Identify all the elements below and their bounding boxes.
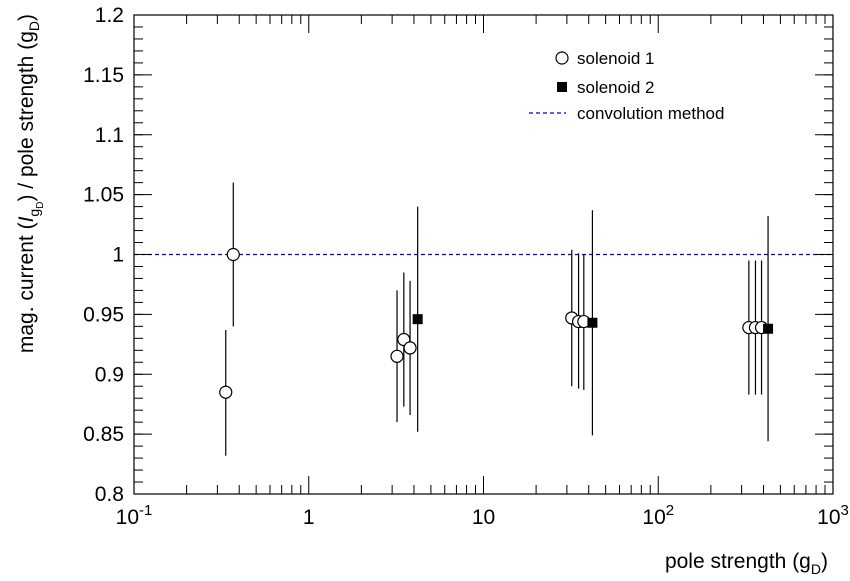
y-tick-label: 1 <box>112 244 124 267</box>
x-tick-label: 103 <box>817 502 849 529</box>
legend-label-convolution: convolution method <box>577 104 724 123</box>
plot-marks <box>134 182 833 456</box>
y-tick-label: 1.05 <box>83 184 124 207</box>
y-tick-label: 0.8 <box>95 483 124 506</box>
y-tick-label: 0.9 <box>95 363 124 386</box>
x-tick-label: 102 <box>642 502 674 529</box>
x-tick-label: 10 <box>472 506 495 529</box>
y-tick-label: 1.2 <box>95 4 124 27</box>
data-point-square <box>587 317 598 328</box>
legend-label-solenoid-2: solenoid 2 <box>577 78 655 97</box>
y-tick-label: 0.95 <box>83 303 124 326</box>
x-tick-label: 10-1 <box>116 502 153 529</box>
data-point-square <box>412 314 423 325</box>
data-point-circle <box>219 385 233 399</box>
legend: solenoid 1 solenoid 2 convolution method <box>529 49 724 123</box>
y-tick-label: 0.85 <box>83 423 124 446</box>
legend-label-solenoid-1: solenoid 1 <box>577 49 655 68</box>
x-axis-title: pole strength (gD) <box>665 550 828 577</box>
legend-marker-solenoid-2 <box>557 82 567 92</box>
y-tick-label: 1.15 <box>83 64 124 87</box>
data-point-circle <box>390 349 404 363</box>
x-tick-label: 1 <box>303 506 315 529</box>
data-point-circle <box>403 341 417 355</box>
y-tick-label: 1.1 <box>95 124 124 147</box>
legend-marker-solenoid-1 <box>555 51 569 65</box>
axes: 10-1 1 10 102 103 0.8 0.85 0.9 0.95 1 1.05 1.1 1.15 1… <box>83 4 849 529</box>
data-point-square <box>763 323 774 334</box>
data-point-circle <box>226 247 240 262</box>
